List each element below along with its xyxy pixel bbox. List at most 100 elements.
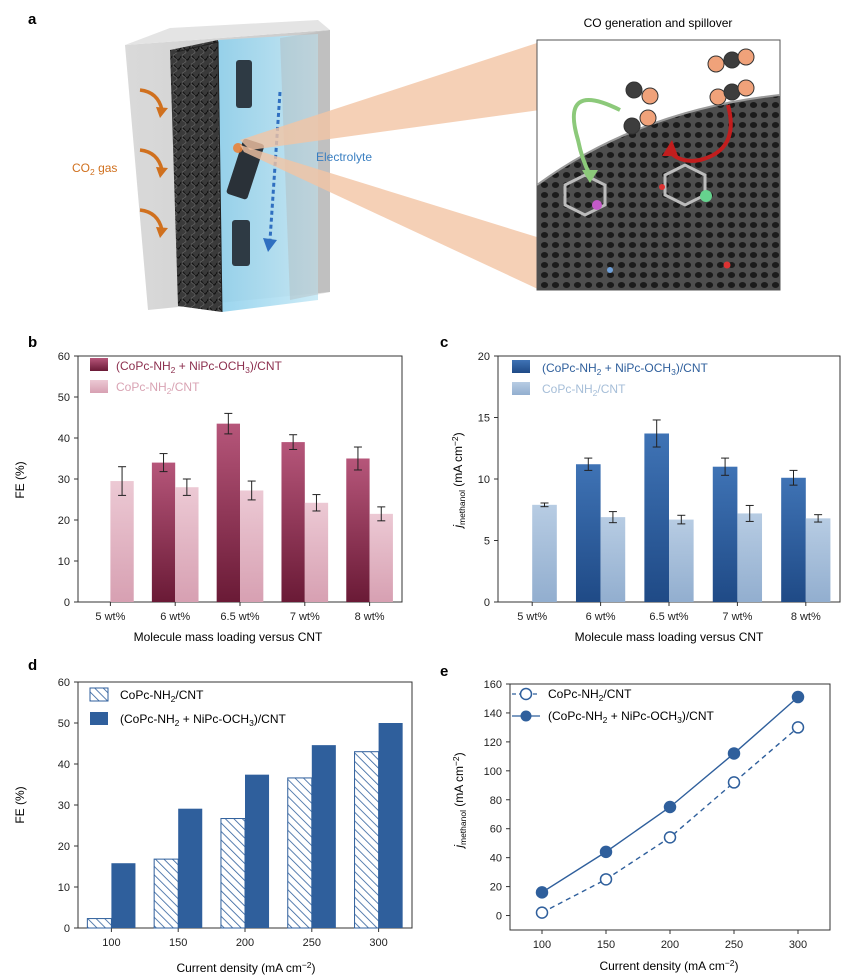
chart-e-xlabel: Current density (mA cm−2) bbox=[599, 958, 738, 973]
bar bbox=[781, 477, 806, 602]
bar bbox=[110, 481, 134, 602]
electrolyte-label: Electrolyte bbox=[316, 150, 372, 164]
legend-swatch-lightblue bbox=[512, 382, 530, 395]
x-tick-label: 150 bbox=[169, 937, 187, 949]
x-tick-label: 6.5 wt% bbox=[649, 611, 688, 623]
x-tick-label: 8 wt% bbox=[355, 611, 385, 623]
data-point bbox=[663, 831, 677, 844]
legend-label-combo: (CoPc-NH2 + NiPc-OCH3)/CNT bbox=[542, 361, 708, 377]
chart-d: 0 10 20 30 40 50 60 100 150 200 250 300 bbox=[58, 677, 413, 949]
bar bbox=[805, 518, 831, 602]
panel-e: e 0 20 40 60 80 100 120 140 160 100 150 200 250 300 j… bbox=[440, 663, 831, 973]
chart-c: 0 5 10 15 20 5 wt% 6 wt% 6.5 wt% 7 wt% 8 wt% bbox=[478, 351, 841, 623]
bar bbox=[737, 513, 763, 602]
chart-d-xlabel: Current density (mA cm−2) bbox=[176, 960, 315, 975]
legend-label-single: CoPc-NH2/CNT bbox=[116, 380, 200, 396]
bar bbox=[178, 808, 203, 928]
y-tick-label: 20 bbox=[58, 515, 70, 527]
x-tick-label: 5 wt% bbox=[517, 611, 547, 623]
legend-swatch-hatched bbox=[89, 687, 109, 702]
cell-illustration bbox=[125, 20, 330, 313]
chart-c-xlabel: Molecule mass loading versus CNT bbox=[575, 630, 764, 644]
panel-b-label: b bbox=[28, 334, 37, 351]
x-tick-label: 8 wt% bbox=[791, 611, 821, 623]
series-line bbox=[541, 726, 799, 914]
data-point bbox=[791, 690, 805, 704]
electrolyte-flow-arrow bbox=[268, 91, 282, 241]
legend-swatch-pink bbox=[90, 380, 108, 393]
y-tick-label: 160 bbox=[484, 679, 502, 691]
chart-d-legend: CoPc-NH2/CNT (CoPc-NH2 + NiPc-OCH3)/CNT bbox=[89, 687, 286, 728]
x-tick-label: 250 bbox=[303, 937, 321, 949]
legend-swatch-blue bbox=[512, 360, 530, 373]
bar bbox=[378, 723, 403, 928]
data-point bbox=[535, 886, 549, 899]
inset-image bbox=[536, 39, 781, 291]
bar bbox=[287, 777, 313, 929]
panel-c-label: c bbox=[440, 334, 448, 351]
y-tick-label: 20 bbox=[490, 882, 502, 894]
x-tick-label: 6 wt% bbox=[586, 611, 616, 623]
bar bbox=[220, 818, 246, 929]
panel-a-label: a bbox=[28, 11, 37, 28]
y-tick-label: 30 bbox=[58, 800, 70, 812]
bar bbox=[240, 490, 264, 602]
inset-title: CO generation and spillover bbox=[584, 16, 733, 30]
data-point bbox=[727, 776, 741, 789]
bar bbox=[304, 502, 329, 602]
y-tick-label: 0 bbox=[64, 923, 70, 935]
bar bbox=[216, 423, 240, 602]
data-point bbox=[599, 873, 613, 886]
legend-marker-filled bbox=[520, 710, 532, 722]
chart-b-xlabel: Molecule mass loading versus CNT bbox=[134, 630, 323, 644]
series-line bbox=[541, 696, 799, 893]
x-tick-label: 7 wt% bbox=[290, 611, 320, 623]
chart-b-ylabel: FE (%) bbox=[13, 461, 27, 498]
chart-d-ylabel: FE (%) bbox=[13, 786, 27, 823]
legend-swatch-maroon bbox=[90, 358, 108, 371]
legend-label-single: CoPc-NH2/CNT bbox=[542, 382, 626, 398]
y-tick-label: 40 bbox=[58, 433, 70, 445]
y-tick-label: 100 bbox=[484, 766, 502, 778]
y-tick-label: 0 bbox=[64, 597, 70, 609]
bar bbox=[151, 462, 176, 602]
x-tick-label: 200 bbox=[661, 939, 679, 951]
data-point bbox=[663, 800, 677, 814]
y-tick-label: 15 bbox=[478, 413, 490, 425]
panel-e-label: e bbox=[440, 663, 448, 680]
legend-label-single: CoPc-NH2/CNT bbox=[548, 687, 632, 703]
bar bbox=[86, 918, 112, 929]
bar bbox=[712, 466, 738, 602]
bar bbox=[175, 487, 199, 602]
chart-b-legend: (CoPc-NH2 + NiPc-OCH3)/CNT CoPc-NH2/CNT bbox=[90, 358, 282, 396]
bar bbox=[346, 458, 370, 602]
y-tick-label: 40 bbox=[490, 853, 502, 865]
x-tick-label: 7 wt% bbox=[722, 611, 752, 623]
data-point bbox=[727, 747, 741, 760]
y-tick-label: 120 bbox=[484, 737, 502, 749]
y-tick-label: 30 bbox=[58, 474, 70, 486]
bar bbox=[575, 464, 601, 602]
panel-d-label: d bbox=[28, 657, 37, 674]
legend-label-combo: (CoPc-NH2 + NiPc-OCH3)/CNT bbox=[116, 359, 282, 375]
y-tick-label: 20 bbox=[478, 351, 490, 363]
y-tick-label: 10 bbox=[58, 882, 70, 894]
y-tick-label: 10 bbox=[58, 556, 70, 568]
y-tick-label: 140 bbox=[484, 708, 502, 720]
legend-label-combo: (CoPc-NH2 + NiPc-OCH3)/CNT bbox=[120, 712, 286, 728]
y-tick-label: 20 bbox=[58, 841, 70, 853]
bar bbox=[600, 517, 626, 602]
bar bbox=[644, 433, 669, 602]
bar bbox=[111, 863, 136, 928]
bar bbox=[532, 504, 557, 602]
y-tick-label: 50 bbox=[58, 392, 70, 404]
bar bbox=[369, 513, 393, 602]
chart-e-ylabel: jmethanol (mA cm−2) bbox=[451, 752, 468, 849]
bar bbox=[281, 442, 305, 602]
chart-c-ylabel: jmethanol (mA cm−2) bbox=[450, 432, 467, 529]
chart-c-legend: (CoPc-NH2 + NiPc-OCH3)/CNT CoPc-NH2/CNT bbox=[512, 360, 708, 398]
co2-gas-label: CO2 gas bbox=[72, 161, 117, 177]
chart-e: 0 20 40 60 80 100 120 140 160 100 150 200 250 300 bbox=[484, 679, 831, 951]
y-tick-label: 5 bbox=[484, 536, 490, 548]
